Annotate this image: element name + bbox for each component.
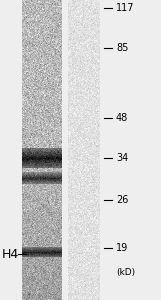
Text: (kD): (kD) bbox=[116, 268, 135, 277]
Text: 48: 48 bbox=[116, 113, 128, 123]
Text: 85: 85 bbox=[116, 43, 128, 53]
Text: 117: 117 bbox=[116, 3, 134, 13]
Text: H4: H4 bbox=[2, 248, 19, 260]
Text: 34: 34 bbox=[116, 153, 128, 163]
Text: 26: 26 bbox=[116, 195, 128, 205]
Text: 19: 19 bbox=[116, 243, 128, 253]
